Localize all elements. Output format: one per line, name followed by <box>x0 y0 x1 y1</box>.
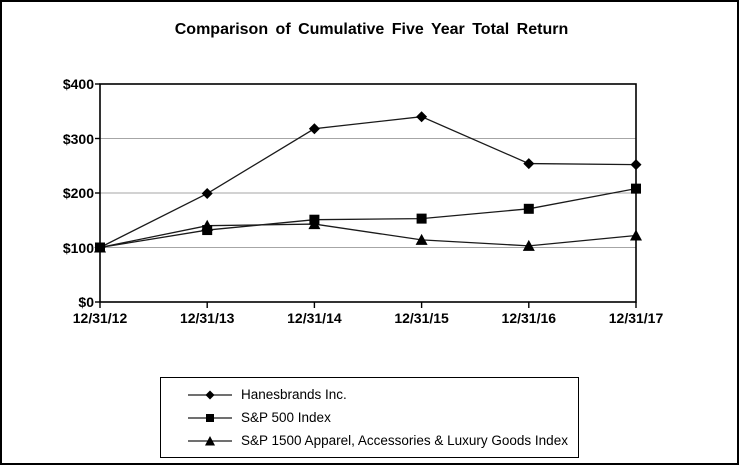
square-marker <box>309 214 320 225</box>
diamond-marker <box>201 188 213 200</box>
diamond-marker <box>416 111 428 123</box>
diamond-marker <box>630 159 642 171</box>
y-tick-label: $300 <box>62 130 94 147</box>
triangle-marker <box>522 239 535 251</box>
square-marker <box>95 242 105 253</box>
legend-label: S&P 1500 Apparel, Accessories & Luxury G… <box>241 433 568 448</box>
series-line-triangle <box>99 223 637 249</box>
square-marker <box>202 225 213 236</box>
x-tick-label: 12/31/15 <box>394 310 449 326</box>
x-tick-label: 12/31/13 <box>179 310 235 326</box>
square-marker <box>416 213 427 224</box>
square-marker <box>523 203 534 214</box>
y-tick-label: $400 <box>62 76 94 92</box>
y-tick-label: $0 <box>78 294 94 310</box>
square-marker <box>631 183 641 194</box>
x-tick-label: 12/31/16 <box>501 310 557 326</box>
triangle-marker <box>415 233 428 245</box>
diamond-marker <box>308 123 320 135</box>
x-tick-label: 12/31/17 <box>608 310 664 326</box>
legend-label: S&P 500 Index <box>241 410 331 425</box>
y-tick-label: $100 <box>62 239 94 256</box>
x-tick-label: 12/31/12 <box>72 310 128 326</box>
plot-area <box>94 83 642 308</box>
triangle-marker <box>630 229 642 241</box>
x-tick-label: 12/31/14 <box>287 310 342 326</box>
legend-item: S&P 500 Index <box>187 410 578 425</box>
y-tick-label: $200 <box>62 185 94 201</box>
legend-diamond-icon <box>188 390 232 399</box>
legend-square-icon <box>188 413 232 422</box>
legend-triangle-icon <box>188 435 232 445</box>
legend-label: Hanesbrands Inc. <box>241 387 347 402</box>
legend-item: Hanesbrands Inc. <box>187 387 578 402</box>
diamond-marker <box>523 158 535 170</box>
series-line-square <box>99 188 637 249</box>
legend-item: S&P 1500 Apparel, Accessories & Luxury G… <box>187 433 578 448</box>
series-line-diamond <box>99 116 637 249</box>
legend-box: Hanesbrands Inc. S&P 500 Index S&P 1500 Ap… <box>160 377 579 458</box>
chart-title: Comparison of Cumulative Five Year Total… <box>174 21 569 38</box>
